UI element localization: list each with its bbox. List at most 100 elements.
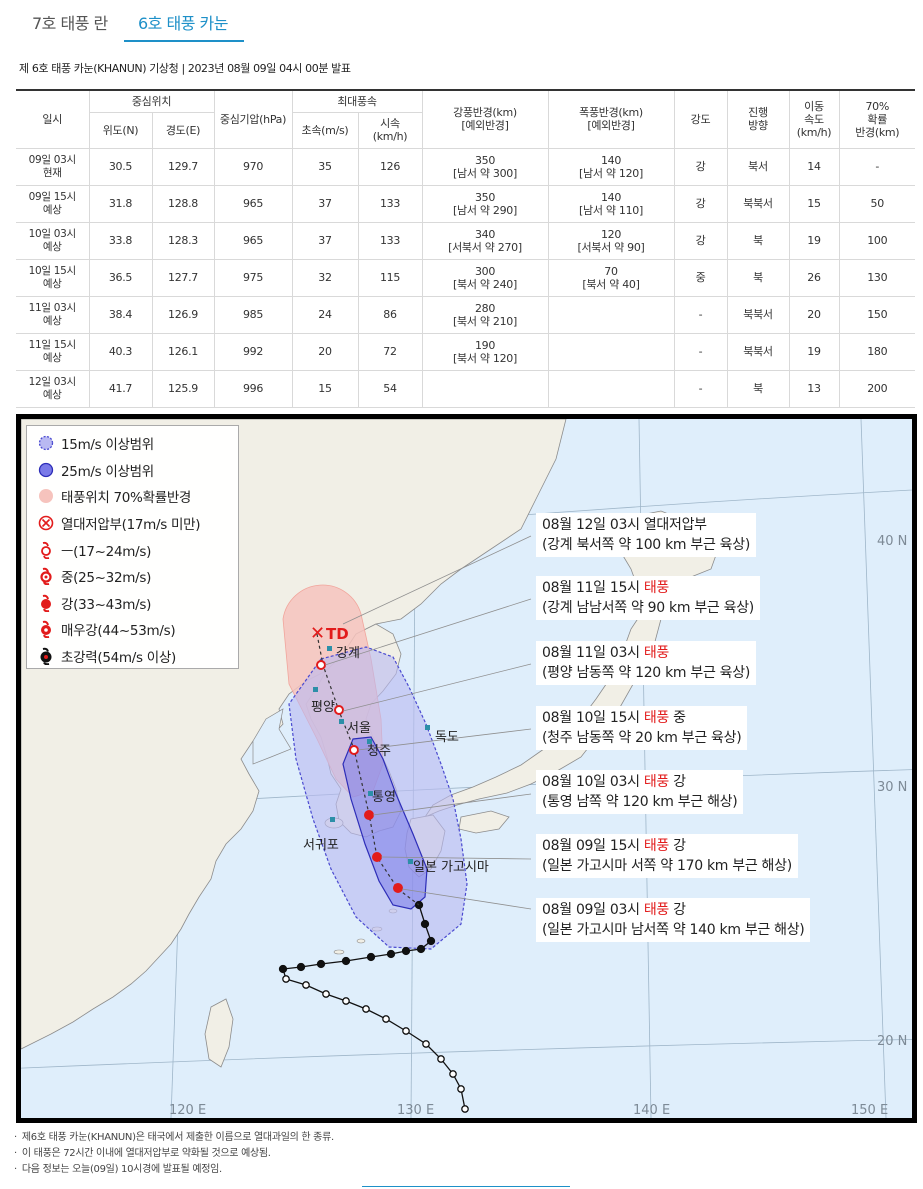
cell-datetime-line2: 예상 bbox=[42, 351, 62, 364]
cell-strong-radius-line2: [북서 약 210] bbox=[453, 314, 517, 328]
cell-kmh: 72 bbox=[357, 332, 423, 371]
col-direction-line1: 진행 bbox=[748, 106, 768, 120]
cell-lon: 126.1 bbox=[151, 332, 215, 371]
past-position-dot bbox=[316, 959, 326, 969]
cell-datetime-line1: 09일 03시 bbox=[28, 153, 77, 166]
announcement-header: 제 6호 태풍 카눈(KHANUN) 기상청 | 2023년 08월 09일 0… bbox=[19, 62, 351, 75]
bottom-button-edge[interactable] bbox=[362, 1186, 570, 1189]
cell-lon: 127.7 bbox=[151, 258, 215, 297]
cell-lat: 30.5 bbox=[88, 147, 153, 186]
legend-item-15ms: 15m/s 이상범위 bbox=[37, 430, 238, 457]
cell-lat: 31.8 bbox=[88, 184, 153, 223]
cell-storm-radius-line1: 70 bbox=[604, 264, 618, 278]
strong-typhoon-icon bbox=[37, 594, 55, 612]
cell-ms: 35 bbox=[291, 147, 359, 186]
past-position-dot bbox=[420, 919, 430, 929]
annotation-10d15-line2: (청주 남동쪽 약 20 km 부근 육상) bbox=[542, 730, 742, 746]
past-position-dot bbox=[402, 1027, 410, 1035]
taiwan bbox=[204, 998, 234, 1068]
table-row: 10일 15시 예상 36.5 127.7 975 32 115 300 [북서 약 240] 7… bbox=[16, 258, 915, 297]
cell-storm-radius-line2: [서북서 약 90] bbox=[577, 240, 645, 254]
col-probability: 70% 확률 반경(km) bbox=[838, 89, 915, 149]
cell-pressure: 996 bbox=[213, 369, 293, 408]
typhoon-symbol-09d03 bbox=[393, 883, 403, 893]
cell-strong-radius: 350 [남서 약 290] bbox=[421, 184, 549, 223]
past-position-dot bbox=[302, 981, 310, 989]
legend-item-25ms: 25m/s 이상범위 bbox=[37, 457, 238, 484]
cell-direction: 북북서 bbox=[726, 184, 790, 223]
past-position-dot bbox=[322, 990, 330, 998]
annotation-09d15-time: 08월 09일 15시 bbox=[542, 838, 644, 854]
annotation-09d03: 08월 09일 03시 태풍 강 (일본 가고시마 남서쪽 약 140 km 부… bbox=[536, 898, 811, 942]
col-lat: 위도(N) bbox=[89, 111, 153, 149]
annotation-12d03-time: 08월 12일 03시 열대저압부 bbox=[542, 517, 707, 533]
legend-label-super-strong: 초강력(54m/s 이상) bbox=[61, 650, 176, 667]
typhoon-symbol-11d03 bbox=[334, 705, 344, 715]
cell-lon: 125.9 bbox=[151, 369, 215, 408]
annotation-09d15-line1: 08월 09일 15시 태풍 강 bbox=[542, 836, 792, 856]
cell-pressure: 970 bbox=[213, 147, 293, 186]
cell-kmh: 126 bbox=[357, 147, 423, 186]
forecast-table: 일시 중심위치 중심기압(hPa) 최대풍속 강풍반경(km) [예외반경] 폭풍… bbox=[16, 89, 915, 408]
footnote-3: 다음 정보는 오늘(09일) 10시경에 발표될 예정임. bbox=[14, 1162, 334, 1178]
annotation-11d03-time: 08월 11일 03시 bbox=[542, 645, 644, 661]
cell-speed: 20 bbox=[788, 295, 840, 334]
legend-item-strong: 강(33~43m/s) bbox=[37, 590, 238, 617]
cell-strong-radius-line2: [서북서 약 270] bbox=[448, 240, 522, 254]
cell-speed: 14 bbox=[788, 147, 840, 186]
cell-pressure: 965 bbox=[213, 221, 293, 260]
col-storm-radius-line2: [예외반경] bbox=[587, 119, 635, 133]
cell-storm-radius-line2: [남서 약 110] bbox=[579, 203, 643, 217]
cell-strong-radius: 340 [서북서 약 270] bbox=[421, 221, 549, 260]
cell-storm-radius-line2: [북서 약 40] bbox=[582, 277, 640, 291]
typhoon-symbol-10d03 bbox=[364, 810, 374, 820]
cell-strong-radius-line1: 280 bbox=[474, 301, 496, 315]
past-position-dot bbox=[366, 952, 376, 962]
footnote-2: 이 태풍은 72시간 이내에 열대저압부로 약화될 것으로 예상됨. bbox=[14, 1146, 334, 1162]
td-symbol-icon bbox=[37, 514, 55, 532]
cell-probability: 100 bbox=[838, 221, 915, 260]
annotation-12d03-line2: (강계 북서쪽 약 100 km 부근 육상) bbox=[542, 537, 750, 553]
legend-label-prob70: 태풍위치 70%확률반경 bbox=[61, 490, 192, 507]
annotation-12d03-line1: 08월 12일 03시 열대저압부 bbox=[542, 515, 750, 535]
cell-datetime: 11일 03시 예상 bbox=[16, 295, 90, 334]
annotation-10d03-time: 08월 10일 03시 bbox=[542, 774, 644, 790]
annotation-11d03-line2: (평양 남동쪽 약 120 km 부근 육상) bbox=[542, 665, 750, 681]
cell-kmh: 133 bbox=[357, 184, 423, 223]
annotation-09d15-line2: (일본 가고시마 서쪽 약 170 km 부근 해상) bbox=[542, 858, 792, 874]
tab-typhoon-6[interactable]: 6호 태풍 카눈 bbox=[138, 14, 228, 33]
annotation-10d15-line1: 08월 10일 15시 태풍 중 bbox=[542, 708, 741, 728]
cell-lon: 128.3 bbox=[151, 221, 215, 260]
label-cheongju: 청주 bbox=[367, 744, 391, 759]
label-ganggye: 강계 bbox=[336, 646, 360, 661]
cell-probability: 150 bbox=[838, 295, 915, 334]
col-strong-radius: 강풍반경(km) [예외반경] bbox=[421, 89, 549, 149]
past-position-dot bbox=[386, 949, 396, 959]
active-tab-underline bbox=[124, 40, 244, 42]
annotation-09d03-line1: 08월 09일 03시 태풍 강 bbox=[542, 900, 804, 920]
cell-strong-radius-line1: 190 bbox=[474, 338, 496, 352]
table-row: 09일 03시 현재 30.5 129.7 970 35 126 350 [남서 약 300] 1… bbox=[16, 147, 915, 186]
cell-datetime-line1: 11일 03시 bbox=[28, 301, 77, 314]
past-position-dot bbox=[362, 1005, 370, 1013]
tab-typhoon-7[interactable]: 7호 태풍 란 bbox=[32, 14, 108, 33]
col-maxwind: 최대풍속 bbox=[291, 89, 423, 113]
table-row: 09일 15시 예상 31.8 128.8 965 37 133 350 [남서 약 290] 1… bbox=[16, 184, 915, 223]
annotation-09d15: 08월 09일 15시 태풍 강 (일본 가고시마 서쪽 약 170 km 부근… bbox=[536, 834, 798, 878]
cell-datetime: 09일 15시 예상 bbox=[16, 184, 90, 223]
cell-speed: 15 bbox=[788, 184, 840, 223]
col-kmh-line2: (km/h) bbox=[372, 130, 408, 143]
cell-intensity: - bbox=[673, 369, 728, 408]
cell-datetime-line2: 현재 bbox=[42, 166, 62, 179]
cell-datetime-line1: 12일 03시 bbox=[28, 375, 77, 388]
annotation-10d03-line1: 08월 10일 03시 태풍 강 bbox=[542, 772, 737, 792]
cell-kmh: 115 bbox=[357, 258, 423, 297]
cell-direction: 북 bbox=[726, 221, 790, 260]
cell-lat: 41.7 bbox=[88, 369, 153, 408]
past-position-dot bbox=[282, 975, 290, 983]
past-position-dot bbox=[449, 1070, 457, 1078]
cell-direction: 북 bbox=[726, 369, 790, 408]
svg-text:✕: ✕ bbox=[310, 623, 325, 644]
pink-circle-icon bbox=[37, 487, 55, 505]
typhoon-symbol-11d15 bbox=[316, 660, 326, 670]
